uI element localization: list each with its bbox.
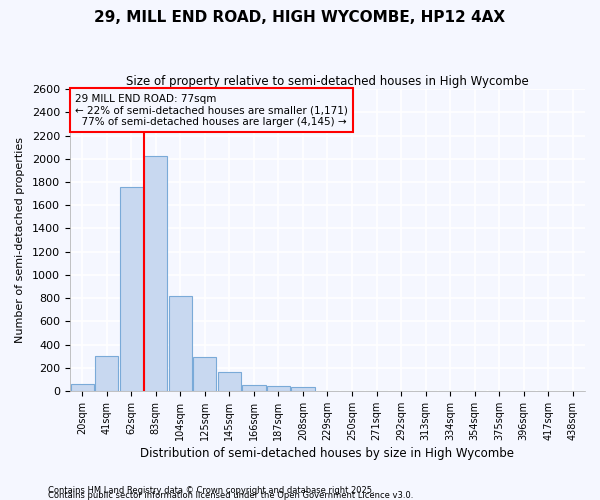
- Bar: [218, 372, 241, 391]
- Text: Contains public sector information licensed under the Open Government Licence v3: Contains public sector information licen…: [48, 491, 413, 500]
- Bar: [242, 384, 266, 391]
- Text: 29, MILL END ROAD, HIGH WYCOMBE, HP12 4AX: 29, MILL END ROAD, HIGH WYCOMBE, HP12 4A…: [94, 10, 506, 25]
- Text: Contains HM Land Registry data © Crown copyright and database right 2025.: Contains HM Land Registry data © Crown c…: [48, 486, 374, 495]
- Y-axis label: Number of semi-detached properties: Number of semi-detached properties: [15, 137, 25, 343]
- Title: Size of property relative to semi-detached houses in High Wycombe: Size of property relative to semi-detach…: [126, 75, 529, 88]
- Bar: [193, 358, 217, 391]
- Bar: [169, 296, 192, 391]
- Bar: [267, 386, 290, 391]
- X-axis label: Distribution of semi-detached houses by size in High Wycombe: Distribution of semi-detached houses by …: [140, 447, 514, 460]
- Bar: [144, 156, 167, 391]
- Bar: [71, 384, 94, 391]
- Text: 29 MILL END ROAD: 77sqm
← 22% of semi-detached houses are smaller (1,171)
  77% : 29 MILL END ROAD: 77sqm ← 22% of semi-de…: [75, 94, 348, 127]
- Bar: [119, 186, 143, 391]
- Bar: [291, 387, 314, 391]
- Bar: [95, 356, 118, 391]
